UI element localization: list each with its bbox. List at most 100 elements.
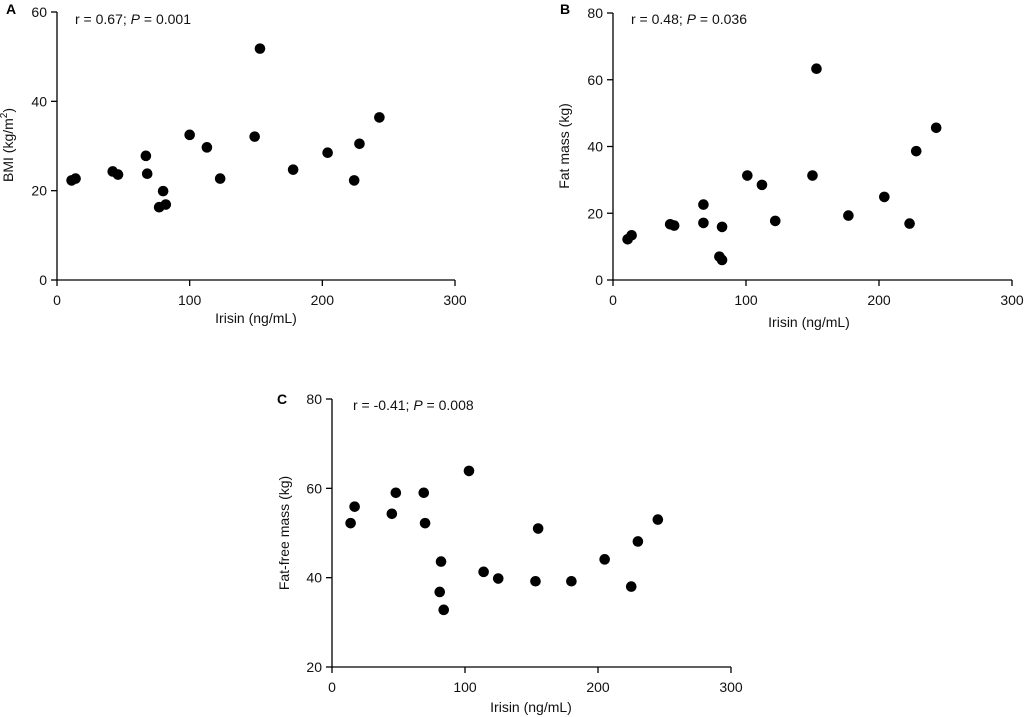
- x-tick-label: 100: [453, 679, 477, 695]
- data-point: [566, 575, 577, 587]
- data-point: [184, 129, 195, 141]
- data-point: [807, 170, 818, 181]
- p-label: P: [131, 11, 141, 27]
- data-point: [626, 229, 637, 241]
- p-value: = 0.001: [140, 11, 191, 27]
- y-tick-label: 0: [39, 272, 47, 288]
- data-point: [904, 218, 915, 229]
- panel-a-scatter-bmi: A r = 0.67; P = 0.001 Irisin (ng/mL) BMI…: [0, 1, 467, 326]
- panel-letter: B: [560, 1, 570, 17]
- data-point: [214, 173, 226, 184]
- data-point: [632, 536, 644, 547]
- p-label: P: [413, 397, 423, 413]
- x-tick-label: 300: [719, 679, 743, 695]
- x-tick-label: 200: [586, 679, 610, 695]
- r-value: r = 0.48;: [631, 11, 687, 27]
- y-tick-label: 60: [31, 4, 47, 20]
- p-label: P: [687, 11, 697, 27]
- data-point: [419, 517, 431, 529]
- x-tick-label: 0: [53, 292, 61, 308]
- data-point: [348, 175, 360, 186]
- r-value: r = 0.67;: [75, 11, 131, 27]
- data-point: [418, 487, 430, 499]
- y-tick-label: 40: [31, 93, 47, 109]
- data-point: [434, 586, 446, 598]
- data-point: [930, 122, 942, 134]
- data-point: [157, 185, 169, 197]
- data-point: [478, 566, 489, 578]
- y-axis-label: Fat mass (kg): [556, 103, 572, 189]
- panel-letter: A: [6, 1, 16, 17]
- data-point: [140, 150, 152, 162]
- y-axis-label: Fat-free mass (kg): [276, 476, 292, 590]
- data-point: [70, 173, 81, 184]
- x-tick-label: 200: [311, 292, 335, 308]
- panel-letter: C: [277, 391, 287, 407]
- data-point: [742, 170, 753, 181]
- y-tick-label: 60: [306, 480, 322, 496]
- y-axis-label-sup: 2: [0, 112, 10, 118]
- y-tick-label: 60: [587, 72, 603, 88]
- data-point: [374, 112, 385, 123]
- data-point: [492, 573, 504, 584]
- data-point: [698, 199, 709, 210]
- x-tick-label: 100: [734, 292, 758, 308]
- x-axis-label: Irisin (ng/mL): [215, 310, 297, 326]
- y-axis-label-main: Fat mass (kg): [556, 103, 572, 189]
- data-point: [287, 164, 299, 175]
- data-point: [354, 138, 365, 150]
- data-point: [201, 142, 213, 153]
- x-tick-label: 300: [1000, 292, 1024, 308]
- correlation-annotation: r = -0.41; P = 0.008: [353, 397, 474, 413]
- x-tick-label: 300: [443, 292, 467, 308]
- x-axis-label: Irisin (ng/mL): [490, 699, 572, 715]
- data-point: [716, 254, 728, 266]
- x-tick-label: 0: [609, 292, 617, 308]
- y-tick-label: 20: [306, 659, 322, 675]
- data-point: [141, 168, 153, 179]
- data-point: [811, 63, 822, 75]
- x-tick-label: 200: [867, 292, 891, 308]
- p-value: = 0.008: [423, 397, 474, 413]
- data-point: [625, 581, 637, 592]
- data-point: [249, 131, 260, 142]
- y-tick-label: 20: [31, 183, 47, 199]
- data-point: [879, 191, 890, 203]
- y-tick-label: 40: [306, 570, 322, 586]
- y-tick-label: 80: [587, 5, 603, 21]
- data-point: [254, 43, 266, 54]
- y-tick-label: 40: [587, 139, 603, 155]
- correlation-annotation: r = 0.67; P = 0.001: [75, 11, 191, 27]
- y-axis-label-main: Fat-free mass (kg): [276, 476, 292, 590]
- y-tick-label: 20: [587, 205, 603, 221]
- data-point: [716, 221, 728, 233]
- x-tick-label: 100: [178, 292, 202, 308]
- data-point: [349, 501, 360, 512]
- data-point: [438, 604, 450, 616]
- p-value: = 0.036: [696, 11, 747, 27]
- data-point: [910, 145, 922, 157]
- y-axis-label: BMI (kg/m2): [0, 108, 16, 182]
- r-value: r = -0.41;: [353, 397, 413, 413]
- data-point: [668, 220, 680, 231]
- data-point: [530, 575, 541, 587]
- data-point: [532, 523, 544, 534]
- data-point: [843, 210, 854, 221]
- data-point: [160, 199, 172, 210]
- data-point: [463, 465, 475, 477]
- correlation-annotation: r = 0.48; P = 0.036: [631, 11, 747, 27]
- panel-b-scatter-fat-mass: B r = 0.48; P = 0.036 Irisin (ng/mL) Fat…: [556, 1, 1024, 330]
- data-point: [112, 169, 124, 180]
- data-point: [386, 508, 398, 520]
- y-tick-label: 80: [306, 391, 322, 407]
- data-point: [652, 514, 664, 525]
- y-axis-label-end: ): [0, 108, 16, 113]
- data-point: [435, 556, 447, 567]
- data-point: [390, 487, 402, 499]
- data-point: [322, 147, 333, 158]
- data-point: [345, 517, 356, 529]
- y-axis-label-main: BMI (kg/m: [0, 118, 16, 182]
- data-point: [698, 217, 709, 229]
- x-tick-label: 0: [328, 679, 336, 695]
